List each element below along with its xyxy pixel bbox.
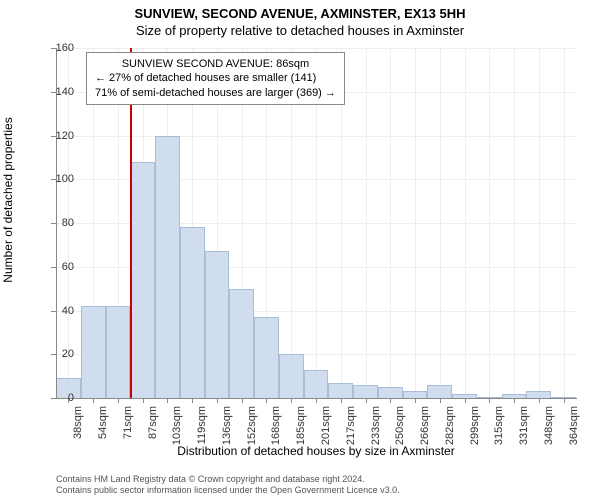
xtick-mark [539,398,540,403]
ytick-label: 80 [44,217,74,229]
xtick-mark [242,398,243,403]
xtick-label: 87sqm [147,406,159,439]
xtick-label: 185sqm [295,406,307,445]
xtick-mark [366,398,367,403]
xtick-mark [93,398,94,403]
xtick-mark [440,398,441,403]
ytick-label: 40 [44,305,74,317]
y-axis-label: Number of detached properties [1,117,15,282]
xtick-mark [192,398,193,403]
annotation-box: SUNVIEW SECOND AVENUE: 86sqm← 27% of det… [86,52,345,105]
ytick-label: 120 [44,130,74,142]
xtick-mark [341,398,342,403]
xtick-label: 119sqm [196,406,208,444]
xtick-mark [266,398,267,403]
footer-line1: Contains HM Land Registry data © Crown c… [56,474,576,485]
page-title: SUNVIEW, SECOND AVENUE, AXMINSTER, EX13 … [0,0,600,21]
xtick-mark [489,398,490,403]
xtick-label: 331sqm [518,406,530,445]
ytick-label: 160 [44,42,74,54]
xtick-label: 152sqm [246,406,258,445]
xtick-label: 71sqm [122,406,134,439]
xtick-mark [316,398,317,403]
xtick-mark [291,398,292,403]
ytick-label: 140 [44,86,74,98]
xtick-label: 54sqm [97,406,109,439]
xtick-mark [118,398,119,403]
xtick-mark [217,398,218,403]
xtick-label: 168sqm [270,406,282,445]
xtick-label: 103sqm [171,406,183,445]
annotation-title: SUNVIEW SECOND AVENUE: 86sqm [95,57,336,71]
plot-area: 38sqm54sqm71sqm87sqm103sqm119sqm136sqm15… [56,48,576,398]
chart-container: SUNVIEW, SECOND AVENUE, AXMINSTER, EX13 … [0,0,600,500]
ytick-label: 0 [44,392,74,404]
xtick-label: 348sqm [543,406,555,445]
xtick-label: 38sqm [72,406,84,439]
ytick-label: 100 [44,173,74,185]
x-axis-label: Distribution of detached houses by size … [56,444,576,458]
xtick-label: 266sqm [419,406,431,445]
xtick-label: 233sqm [370,406,382,445]
xtick-mark [143,398,144,403]
ytick-label: 20 [44,348,74,360]
annotation-left: ← 27% of detached houses are smaller (14… [95,71,336,85]
xtick-mark [564,398,565,403]
xtick-label: 136sqm [221,406,233,445]
xtick-mark [390,398,391,403]
xtick-label: 217sqm [345,406,357,445]
xtick-label: 250sqm [394,406,406,445]
xtick-mark [415,398,416,403]
footer-attribution: Contains HM Land Registry data © Crown c… [56,474,576,496]
annotation-right: 71% of semi-detached houses are larger (… [95,86,336,100]
xtick-label: 315sqm [493,406,505,445]
xtick-label: 282sqm [444,406,456,445]
xtick-label: 201sqm [320,406,332,445]
xtick-mark [514,398,515,403]
xtick-label: 364sqm [568,406,580,445]
xtick-mark [167,398,168,403]
page-subtitle: Size of property relative to detached ho… [0,21,600,42]
footer-line2: Contains public sector information licen… [56,485,576,496]
xtick-mark [465,398,466,403]
xtick-label: 299sqm [469,406,481,445]
ytick-label: 60 [44,261,74,273]
